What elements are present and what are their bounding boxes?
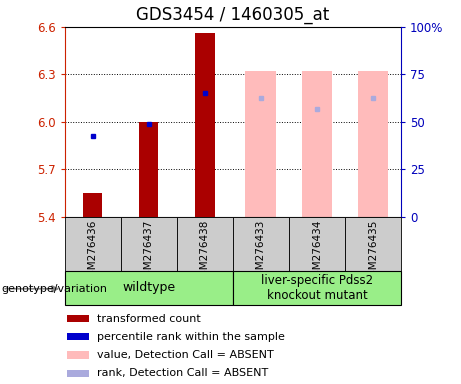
- Bar: [233, 271, 401, 305]
- Bar: [139, 122, 159, 217]
- Text: rank, Detection Call = ABSENT: rank, Detection Call = ABSENT: [97, 368, 268, 378]
- Text: GSM276433: GSM276433: [256, 220, 266, 283]
- Title: GDS3454 / 1460305_at: GDS3454 / 1460305_at: [136, 6, 330, 24]
- Bar: [177, 217, 233, 271]
- Bar: [345, 217, 401, 271]
- Text: GSM276437: GSM276437: [144, 220, 154, 283]
- Bar: [289, 217, 345, 271]
- Text: GSM276436: GSM276436: [88, 220, 98, 283]
- Text: GSM276438: GSM276438: [200, 220, 210, 283]
- Text: percentile rank within the sample: percentile rank within the sample: [97, 332, 285, 342]
- Text: transformed count: transformed count: [97, 314, 201, 324]
- Text: GSM276435: GSM276435: [368, 220, 378, 283]
- Bar: [67, 315, 89, 322]
- Bar: [233, 217, 289, 271]
- Text: GSM276434: GSM276434: [312, 220, 322, 283]
- Bar: [195, 33, 214, 217]
- Text: wildtype: wildtype: [122, 281, 175, 295]
- Bar: [65, 217, 121, 271]
- Text: genotype/variation: genotype/variation: [1, 284, 107, 294]
- Bar: [301, 71, 332, 217]
- Bar: [65, 271, 233, 305]
- Bar: [83, 193, 102, 217]
- Bar: [121, 217, 177, 271]
- Text: value, Detection Call = ABSENT: value, Detection Call = ABSENT: [97, 350, 274, 360]
- Bar: [67, 351, 89, 359]
- Text: liver-specific Pdss2
knockout mutant: liver-specific Pdss2 knockout mutant: [261, 274, 373, 302]
- Bar: [67, 333, 89, 341]
- Bar: [245, 71, 276, 217]
- Bar: [67, 370, 89, 377]
- Bar: [358, 71, 389, 217]
